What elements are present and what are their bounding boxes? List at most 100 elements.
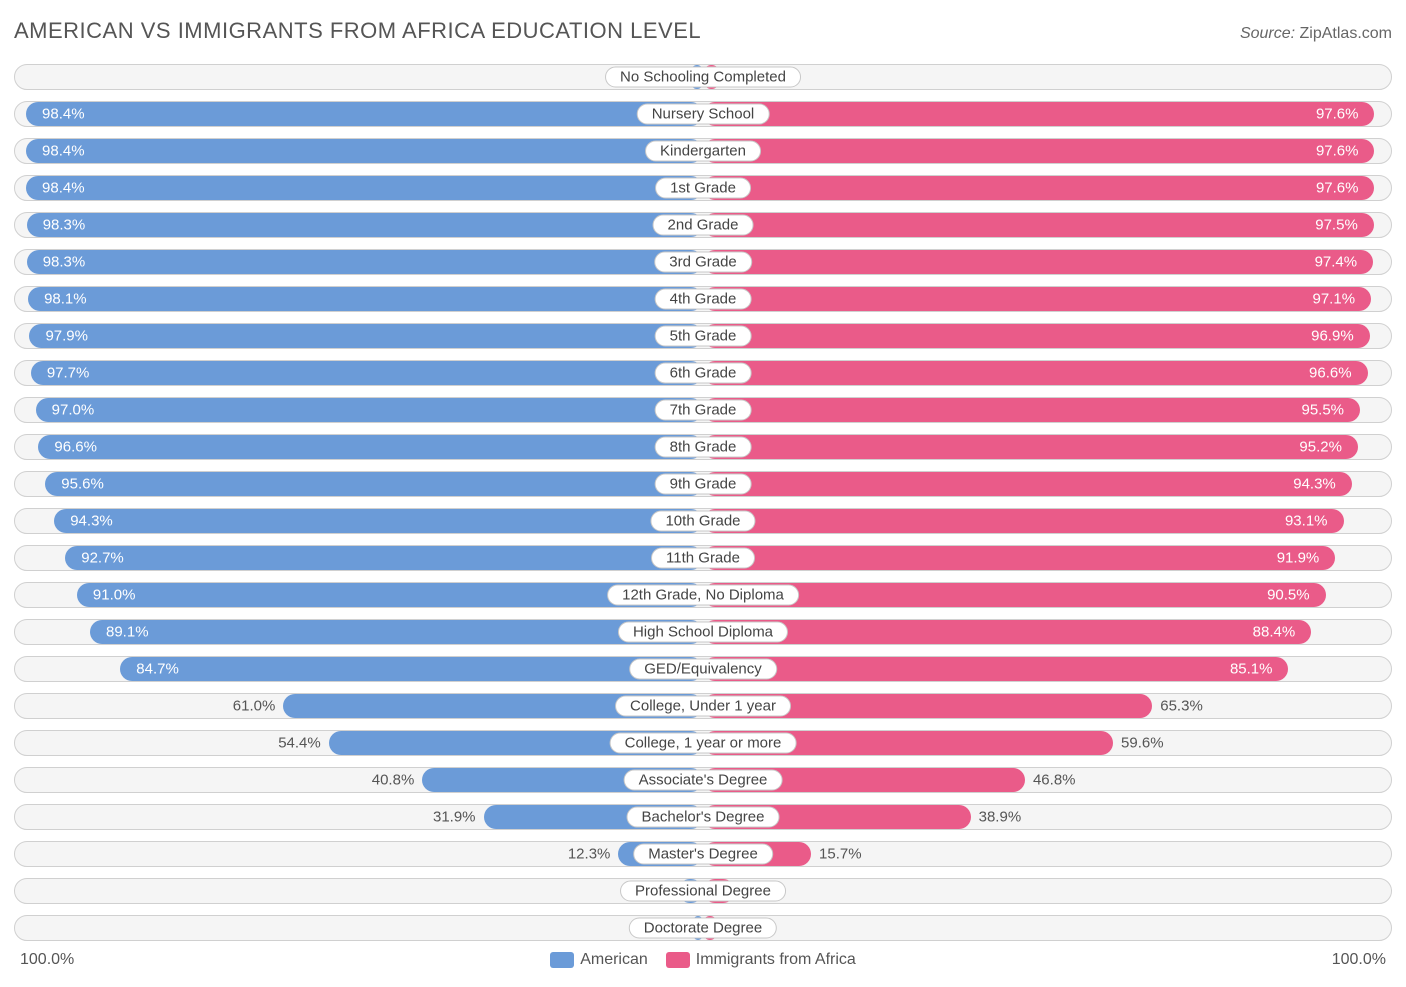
chart-row: 94.3% 93.1% 10th Grade xyxy=(14,508,1392,534)
category-label: No Schooling Completed xyxy=(605,67,801,88)
value-immigrants: 97.6% xyxy=(1316,106,1359,123)
value-american: 12.3% xyxy=(568,846,611,863)
chart-row: 54.4% 59.6% College, 1 year or more xyxy=(14,730,1392,756)
chart-row: 98.4% 97.6% 1st Grade xyxy=(14,175,1392,201)
category-label: College, Under 1 year xyxy=(615,696,791,717)
chart-legend: American Immigrants from Africa xyxy=(74,951,1331,969)
bar-american xyxy=(38,435,703,459)
chart-row: 98.4% 97.6% Kindergarten xyxy=(14,138,1392,164)
category-label: 3rd Grade xyxy=(654,252,752,273)
chart-row: 40.8%46.8%Associate's Degree xyxy=(14,767,1392,793)
chart-title: AMERICAN VS IMMIGRANTS FROM AFRICA EDUCA… xyxy=(14,18,701,44)
bar-immigrants xyxy=(703,398,1360,422)
value-american: 40.8% xyxy=(372,772,415,789)
bar-american xyxy=(45,472,703,496)
bar-american xyxy=(26,102,703,126)
chart-row: 1.7%2.4%No Schooling Completed xyxy=(14,64,1392,90)
chart-row: 31.9%38.9%Bachelor's Degree xyxy=(14,804,1392,830)
value-immigrants: 88.4% xyxy=(1253,624,1296,641)
legend-label: American xyxy=(580,951,648,969)
value-american: 98.4% xyxy=(42,180,85,197)
value-immigrants: 96.6% xyxy=(1309,365,1352,382)
value-american: 84.7% xyxy=(136,661,179,678)
bar-american xyxy=(31,361,703,385)
category-label: 12th Grade, No Diploma xyxy=(607,585,799,606)
category-label: Master's Degree xyxy=(633,844,773,865)
chart-row: 96.6% 95.2% 8th Grade xyxy=(14,434,1392,460)
value-immigrants: 95.5% xyxy=(1301,402,1344,419)
chart-header: AMERICAN VS IMMIGRANTS FROM AFRICA EDUCA… xyxy=(14,18,1392,44)
source-label: Source: xyxy=(1240,25,1295,42)
value-american: 89.1% xyxy=(106,624,149,641)
bar-american xyxy=(27,213,703,237)
bar-immigrants xyxy=(703,213,1374,237)
chart-row: 97.0%95.5%7th Grade xyxy=(14,397,1392,423)
bar-immigrants xyxy=(703,102,1374,126)
chart-row: 1.5%2.0%Doctorate Degree xyxy=(14,915,1392,941)
bar-immigrants xyxy=(703,250,1373,274)
value-american: 98.3% xyxy=(43,217,86,234)
bar-american xyxy=(54,509,703,533)
chart-footer: 100.0% AmericanImmigrants from Africa 10… xyxy=(14,951,1392,969)
category-label: College, 1 year or more xyxy=(610,733,797,754)
value-immigrants: 91.9% xyxy=(1277,550,1320,567)
chart-row: 98.4% 97.6% Nursery School xyxy=(14,101,1392,127)
value-american: 31.9% xyxy=(433,809,476,826)
value-immigrants: 90.5% xyxy=(1267,587,1310,604)
legend-item: Immigrants from Africa xyxy=(666,951,856,969)
value-immigrants: 97.6% xyxy=(1316,180,1359,197)
category-label: High School Diploma xyxy=(618,622,788,643)
category-label: 10th Grade xyxy=(650,511,755,532)
category-label: 2nd Grade xyxy=(653,215,754,236)
category-label: Professional Degree xyxy=(620,881,786,902)
value-american: 97.7% xyxy=(47,365,90,382)
bar-american xyxy=(120,657,703,681)
chart-source: Source: ZipAtlas.com xyxy=(1240,25,1392,43)
category-label: 8th Grade xyxy=(655,437,752,458)
value-immigrants: 97.4% xyxy=(1315,254,1358,271)
value-american: 98.4% xyxy=(42,143,85,160)
legend-label: Immigrants from Africa xyxy=(696,951,856,969)
value-immigrants: 95.2% xyxy=(1299,439,1342,456)
value-american: 98.4% xyxy=(42,106,85,123)
chart-row: 98.1%97.1%4th Grade xyxy=(14,286,1392,312)
value-american: 97.9% xyxy=(45,328,88,345)
category-label: 1st Grade xyxy=(655,178,751,199)
chart-row: 98.3% 97.5% 2nd Grade xyxy=(14,212,1392,238)
chart-row: 91.0%90.5%12th Grade, No Diploma xyxy=(14,582,1392,608)
category-label: Bachelor's Degree xyxy=(627,807,780,828)
value-immigrants: 97.6% xyxy=(1316,143,1359,160)
value-immigrants: 46.8% xyxy=(1033,772,1076,789)
chart-row: 12.3% 15.7% Master's Degree xyxy=(14,841,1392,867)
category-label: Nursery School xyxy=(637,104,770,125)
value-immigrants: 97.1% xyxy=(1313,291,1356,308)
bar-immigrants xyxy=(703,509,1344,533)
category-label: 6th Grade xyxy=(655,363,752,384)
chart-row: 84.7%85.1%GED/Equivalency xyxy=(14,656,1392,682)
chart-row: 97.9%96.9%5th Grade xyxy=(14,323,1392,349)
source-value: ZipAtlas.com xyxy=(1300,25,1392,42)
value-immigrants: 93.1% xyxy=(1285,513,1328,530)
bar-american xyxy=(28,287,703,311)
bar-american xyxy=(36,398,703,422)
value-american: 54.4% xyxy=(278,735,321,752)
value-immigrants: 15.7% xyxy=(819,846,862,863)
legend-swatch xyxy=(666,952,690,968)
value-immigrants: 97.5% xyxy=(1315,217,1358,234)
bar-immigrants xyxy=(703,435,1358,459)
value-immigrants: 59.6% xyxy=(1121,735,1164,752)
bar-american xyxy=(65,546,703,570)
value-immigrants: 94.3% xyxy=(1293,476,1336,493)
bar-immigrants xyxy=(703,324,1370,348)
chart-row: 89.1% 88.4% High School Diploma xyxy=(14,619,1392,645)
bar-american xyxy=(26,176,703,200)
category-label: Kindergarten xyxy=(645,141,761,162)
bar-american xyxy=(26,139,703,163)
value-american: 96.6% xyxy=(54,439,97,456)
bar-immigrants xyxy=(703,657,1288,681)
category-label: 11th Grade xyxy=(651,548,755,569)
value-american: 98.3% xyxy=(43,254,86,271)
value-american: 94.3% xyxy=(70,513,113,530)
bar-immigrants xyxy=(703,472,1352,496)
legend-swatch xyxy=(550,952,574,968)
